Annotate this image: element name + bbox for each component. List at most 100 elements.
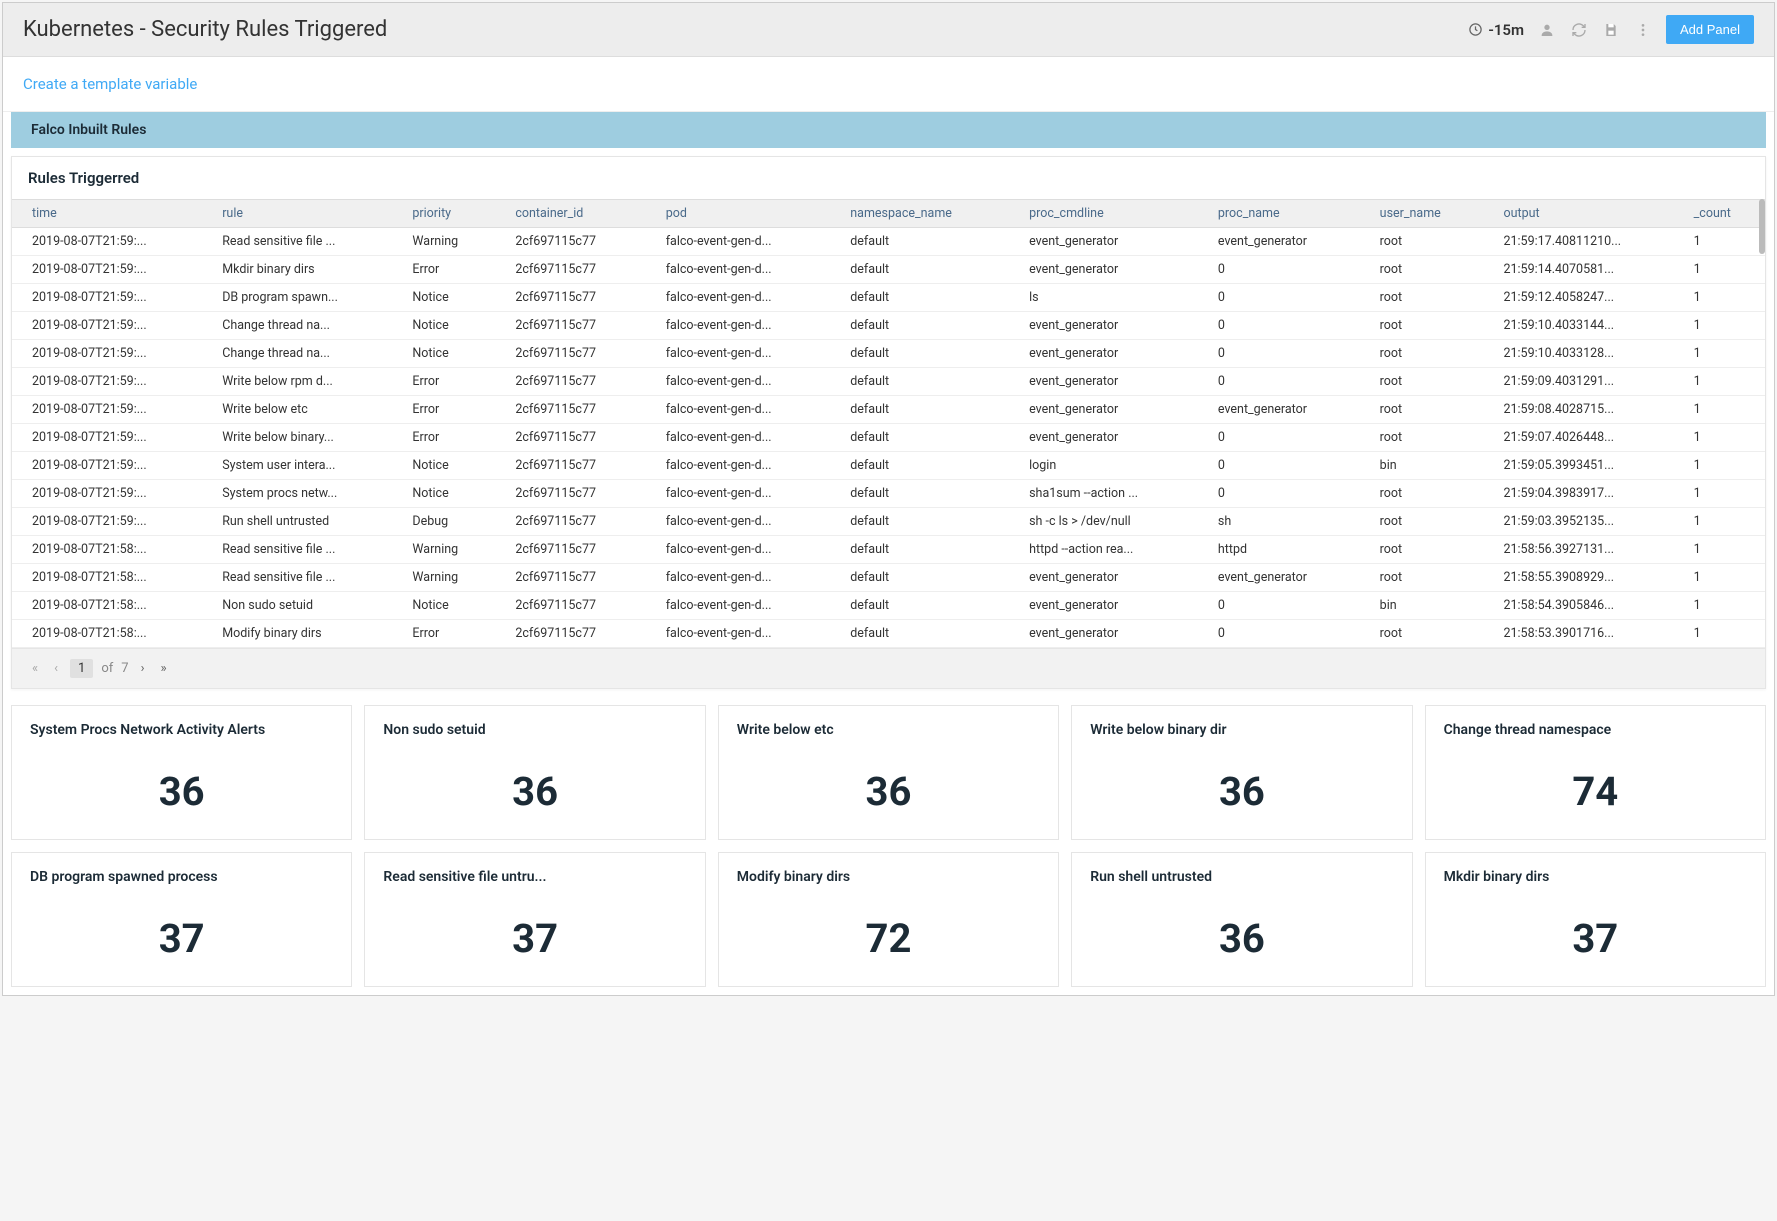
- table-cell: event_generator: [1009, 424, 1198, 452]
- table-row[interactable]: 2019-08-07T21:59:...Write below binary..…: [12, 424, 1765, 452]
- more-icon[interactable]: [1634, 21, 1652, 39]
- stat-card[interactable]: System Procs Network Activity Alerts36: [11, 705, 352, 840]
- table-row[interactable]: 2019-08-07T21:58:...Read sensitive file …: [12, 564, 1765, 592]
- table-cell: Write below binary...: [202, 424, 392, 452]
- column-header[interactable]: container_id: [495, 200, 645, 228]
- table-row[interactable]: 2019-08-07T21:58:...Read sensitive file …: [12, 536, 1765, 564]
- table-row[interactable]: 2019-08-07T21:59:...Change thread na...N…: [12, 312, 1765, 340]
- stat-card-value: 36: [383, 768, 686, 815]
- page-of-label: of: [101, 661, 113, 676]
- table-cell: 21:59:12.4058247...: [1483, 284, 1673, 312]
- table-cell: 2019-08-07T21:59:...: [12, 228, 202, 256]
- table-cell: 21:59:10.4033144...: [1483, 312, 1673, 340]
- table-cell: event_generator: [1009, 312, 1198, 340]
- page-first-icon[interactable]: «: [28, 659, 42, 678]
- column-header[interactable]: namespace_name: [830, 200, 1009, 228]
- table-row[interactable]: 2019-08-07T21:59:...Write below rpm d...…: [12, 368, 1765, 396]
- column-header[interactable]: proc_cmdline: [1009, 200, 1198, 228]
- column-header[interactable]: pod: [646, 200, 831, 228]
- stat-card-title: System Procs Network Activity Alerts: [30, 722, 333, 738]
- page-last-icon[interactable]: »: [156, 659, 170, 678]
- table-cell: root: [1360, 536, 1484, 564]
- table-cell: 21:59:17.40811210...: [1483, 228, 1673, 256]
- stat-card[interactable]: Write below etc36: [718, 705, 1059, 840]
- table-cell: bin: [1360, 592, 1484, 620]
- table-cell: 2cf697115c77: [495, 452, 645, 480]
- table-cell: default: [830, 564, 1009, 592]
- stat-card[interactable]: Change thread namespace74: [1425, 705, 1766, 840]
- template-variable-link[interactable]: Create a template variable: [3, 57, 1774, 112]
- page-next-icon[interactable]: ›: [137, 659, 149, 678]
- stat-card[interactable]: Non sudo setuid 36: [364, 705, 705, 840]
- table-cell: 1: [1674, 452, 1765, 480]
- save-icon[interactable]: [1602, 21, 1620, 39]
- table-row[interactable]: 2019-08-07T21:59:...Change thread na...N…: [12, 340, 1765, 368]
- table-cell: 21:58:56.3927131...: [1483, 536, 1673, 564]
- stat-card[interactable]: Read sensitive file untru...37: [364, 852, 705, 987]
- page-prev-icon[interactable]: ‹: [50, 659, 62, 678]
- scrollbar[interactable]: [1759, 199, 1765, 254]
- table-cell: event_generator: [1009, 620, 1198, 648]
- table-cell: Warning: [392, 228, 495, 256]
- column-header[interactable]: priority: [392, 200, 495, 228]
- table-cell: default: [830, 228, 1009, 256]
- table-title: Rules Triggerred: [12, 157, 1765, 199]
- section-header[interactable]: Falco Inbuilt Rules: [11, 112, 1766, 148]
- table-cell: 21:59:08.4028715...: [1483, 396, 1673, 424]
- table-cell: 2019-08-07T21:59:...: [12, 452, 202, 480]
- stat-card[interactable]: Write below binary dir36: [1071, 705, 1412, 840]
- table-row[interactable]: 2019-08-07T21:59:...Read sensitive file …: [12, 228, 1765, 256]
- table-row[interactable]: 2019-08-07T21:59:...System user intera..…: [12, 452, 1765, 480]
- stat-card[interactable]: Run shell untrusted36: [1071, 852, 1412, 987]
- table-cell: 0: [1198, 256, 1360, 284]
- table-cell: 1: [1674, 536, 1765, 564]
- table-cell: falco-event-gen-d...: [646, 284, 831, 312]
- table-cell: 2019-08-07T21:59:...: [12, 368, 202, 396]
- user-icon[interactable]: [1538, 21, 1556, 39]
- pagination: « ‹ 1 of 7 › »: [12, 648, 1765, 688]
- table-cell: 2019-08-07T21:59:...: [12, 480, 202, 508]
- column-header[interactable]: user_name: [1360, 200, 1484, 228]
- table-cell: 0: [1198, 368, 1360, 396]
- table-cell: 2cf697115c77: [495, 536, 645, 564]
- table-cell: 1: [1674, 508, 1765, 536]
- stat-card[interactable]: DB program spawned process37: [11, 852, 352, 987]
- stat-card-title: Write below etc: [737, 722, 1040, 738]
- column-header[interactable]: rule: [202, 200, 392, 228]
- table-cell: 21:59:03.3952135...: [1483, 508, 1673, 536]
- table-row[interactable]: 2019-08-07T21:58:...Modify binary dirsEr…: [12, 620, 1765, 648]
- table-cell: falco-event-gen-d...: [646, 508, 831, 536]
- table-cell: falco-event-gen-d...: [646, 564, 831, 592]
- table-row[interactable]: 2019-08-07T21:59:...Write below etcError…: [12, 396, 1765, 424]
- table-cell: 0: [1198, 424, 1360, 452]
- table-cell: 2019-08-07T21:59:...: [12, 508, 202, 536]
- column-header[interactable]: _count: [1674, 200, 1765, 228]
- table-cell: Notice: [392, 452, 495, 480]
- table-cell: Non sudo setuid: [202, 592, 392, 620]
- table-cell: 21:59:05.3993451...: [1483, 452, 1673, 480]
- stat-card[interactable]: Mkdir binary dirs37: [1425, 852, 1766, 987]
- table-cell: 2019-08-07T21:58:...: [12, 620, 202, 648]
- column-header[interactable]: proc_name: [1198, 200, 1360, 228]
- table-cell: 2cf697115c77: [495, 480, 645, 508]
- time-range-label: -15m: [1488, 21, 1524, 39]
- stat-card-title: Non sudo setuid: [383, 722, 686, 738]
- time-range-picker[interactable]: -15m: [1466, 21, 1524, 39]
- stat-card[interactable]: Modify binary dirs72: [718, 852, 1059, 987]
- table-row[interactable]: 2019-08-07T21:59:...Run shell untrustedD…: [12, 508, 1765, 536]
- table-row[interactable]: 2019-08-07T21:59:...Mkdir binary dirsErr…: [12, 256, 1765, 284]
- stat-card-value: 37: [30, 915, 333, 962]
- table-cell: 2cf697115c77: [495, 396, 645, 424]
- table-cell: login: [1009, 452, 1198, 480]
- refresh-icon[interactable]: [1570, 21, 1588, 39]
- table-row[interactable]: 2019-08-07T21:58:...Non sudo setuidNotic…: [12, 592, 1765, 620]
- table-row[interactable]: 2019-08-07T21:59:...DB program spawn...N…: [12, 284, 1765, 312]
- table-cell: root: [1360, 396, 1484, 424]
- column-header[interactable]: output: [1483, 200, 1673, 228]
- table-cell: 21:58:53.3901716...: [1483, 620, 1673, 648]
- table-row[interactable]: 2019-08-07T21:59:...System procs netw...…: [12, 480, 1765, 508]
- add-panel-button[interactable]: Add Panel: [1666, 15, 1754, 44]
- table-cell: 1: [1674, 368, 1765, 396]
- table-cell: root: [1360, 340, 1484, 368]
- column-header[interactable]: time: [12, 200, 202, 228]
